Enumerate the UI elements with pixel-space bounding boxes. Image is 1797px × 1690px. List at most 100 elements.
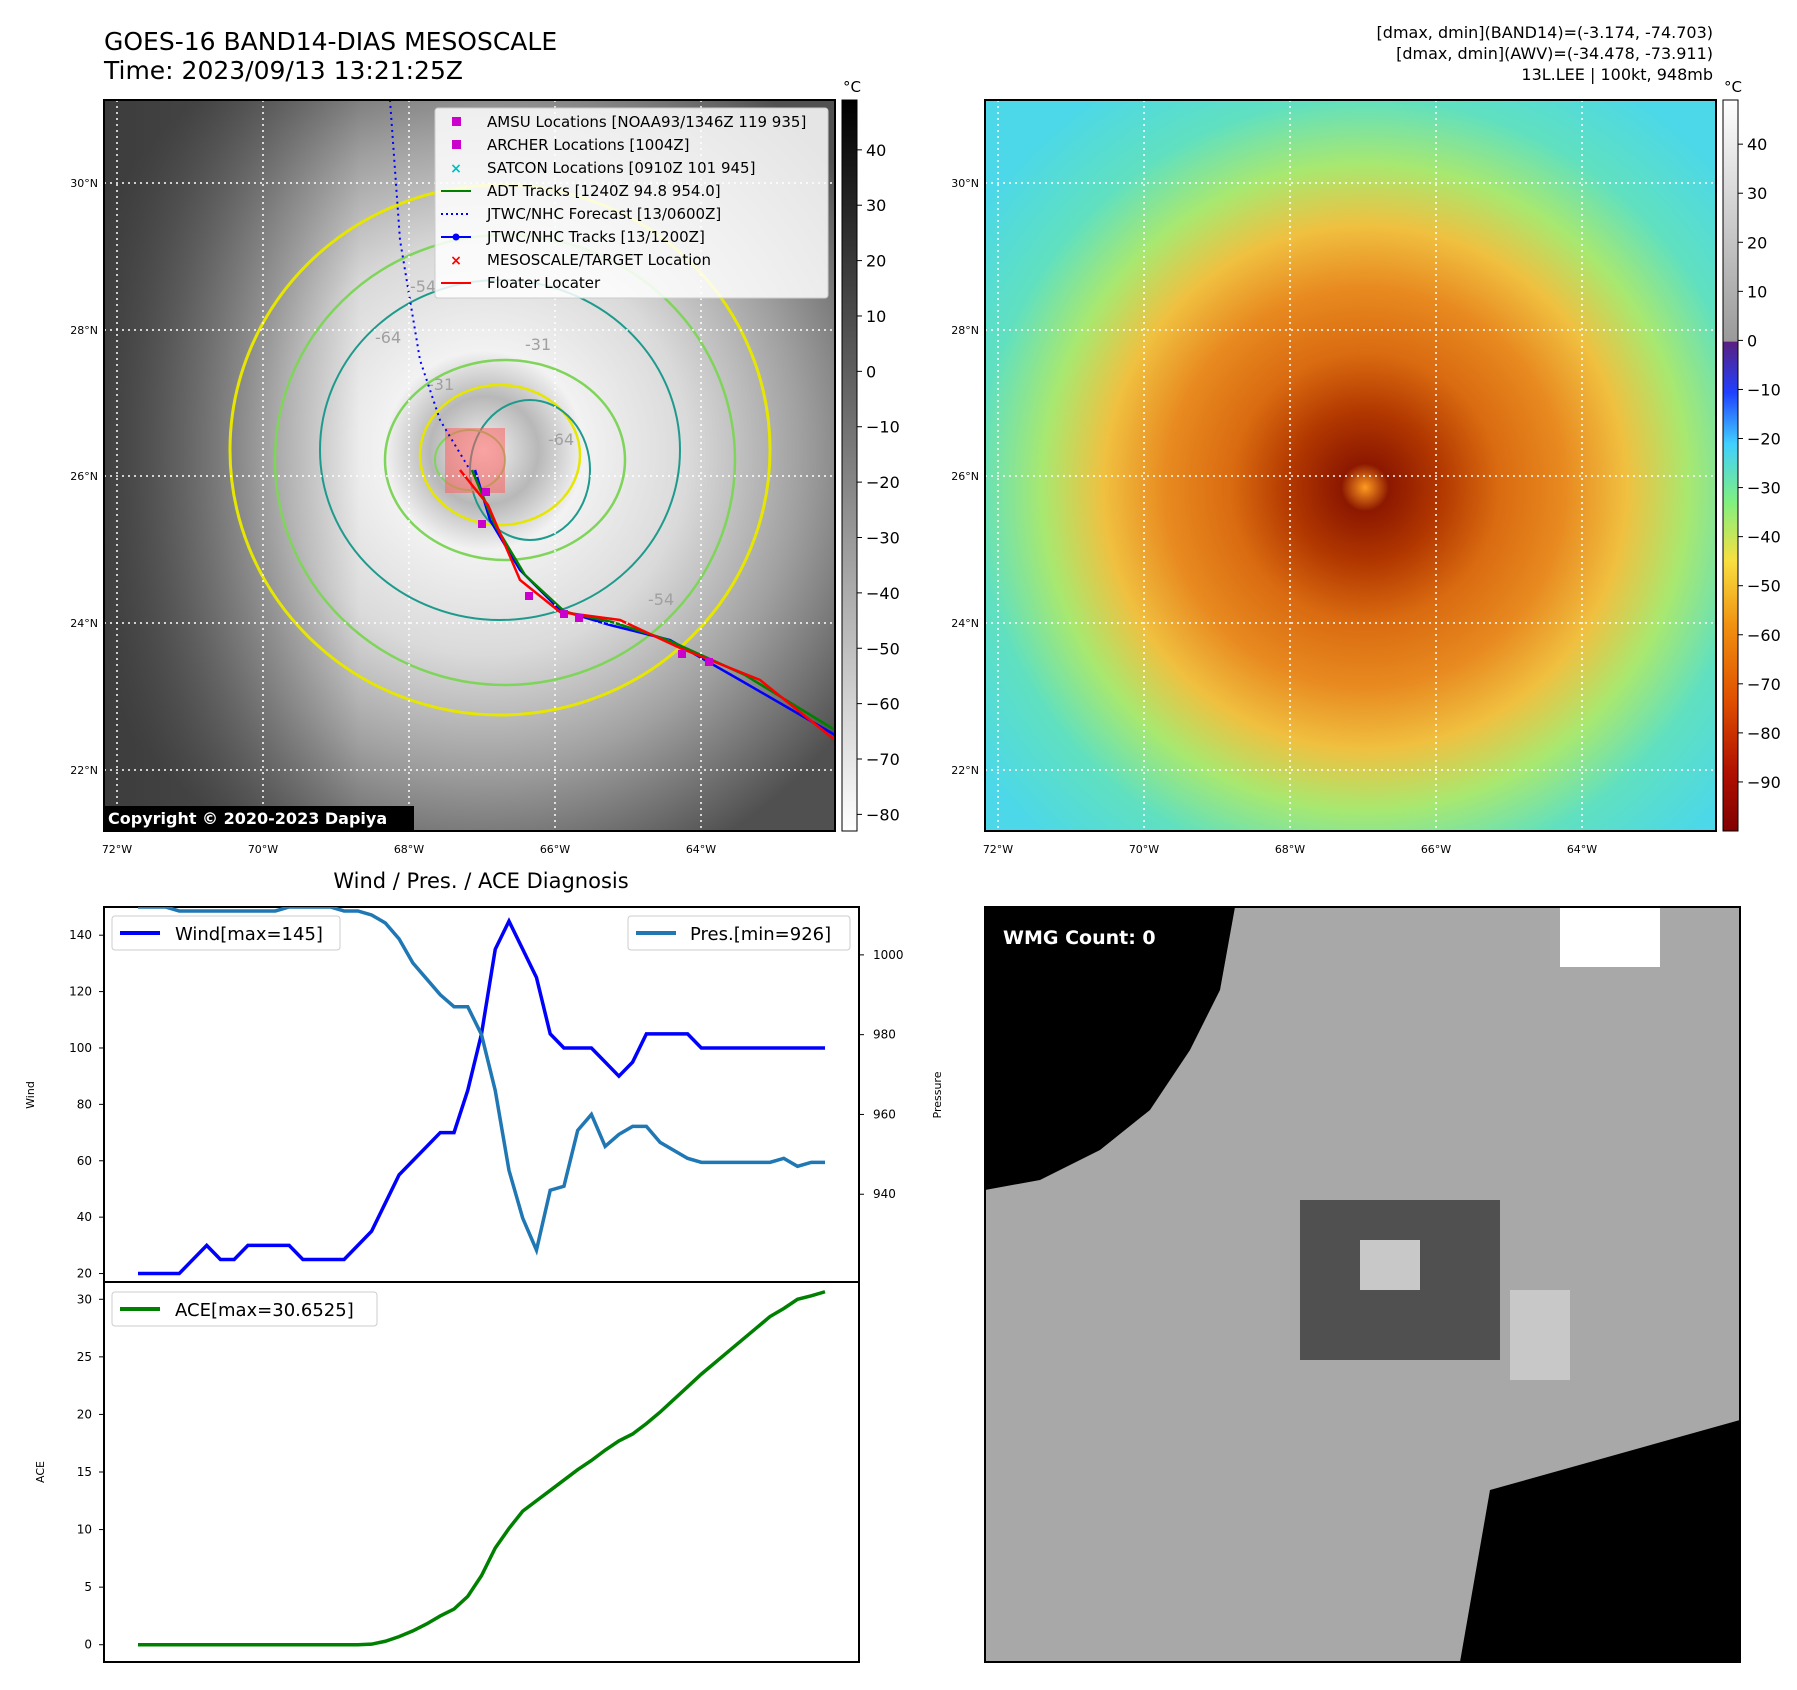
gray-colorbar-ticks: 40 30 20 10 0 −10 −20 −30 −40 −50 −60 −70 −80 <box>857 141 900 824</box>
map-legend-box <box>434 107 829 299</box>
contour-label: -54 <box>648 590 674 609</box>
colorbar-tick-label: −20 <box>866 473 900 492</box>
colorbar-tick-label: −90 <box>1747 773 1781 792</box>
wind-tick-label: 100 <box>69 1041 92 1055</box>
ir-map-frame <box>103 99 836 832</box>
copyright-text: Copyright © 2020-2023 Dapiya <box>108 809 387 828</box>
colorbar-tick-label: 20 <box>866 252 886 271</box>
colorbar-tick-label: −30 <box>866 528 900 547</box>
gray-colorbar-unit: °C <box>843 78 861 96</box>
pressure-axis: 940 960 980 1000 <box>859 948 904 1201</box>
color-colorbar-ticks: 40 30 20 10 0 −10 −20 −30 −40 −50 −60 −70 −80 −90 <box>1738 135 1781 792</box>
contour-label: -31 <box>525 335 551 354</box>
colorbar-tick-label: −10 <box>1747 380 1781 399</box>
ace-tick-label: 30 <box>77 1292 92 1306</box>
colorbar-tick-label: 0 <box>1747 331 1757 350</box>
pressure-ylabel: Pressure <box>931 1071 944 1118</box>
colorbar-tick-label: 0 <box>866 362 876 381</box>
ace-legend: ACE[max=30.6525] <box>111 1291 378 1327</box>
lon-label: 66°W <box>1421 843 1451 856</box>
colorbar-tick-label: −80 <box>1747 724 1781 743</box>
color-map-gridlines <box>985 100 1716 831</box>
pressure-legend-label: Pres.[min=926] <box>690 924 831 945</box>
pressure-tick-label: 1000 <box>873 948 904 962</box>
wmg-frame <box>984 906 1741 1663</box>
wmg-count-box <box>995 920 1173 954</box>
wind-series-group <box>138 907 825 1276</box>
ace-tick-label: 25 <box>77 1350 92 1364</box>
wmg-white-region <box>1560 907 1660 967</box>
legend-marker-square <box>452 140 461 149</box>
legend-label: JTWC/NHC Forecast [13/0600Z] <box>486 205 721 223</box>
lat-label: 28°N <box>70 324 98 337</box>
ace-series-line <box>138 1290 826 1647</box>
legend-entry: × SATCON Locations [0910Z 101 945] <box>450 159 755 177</box>
ace-tick-label: 15 <box>77 1465 92 1479</box>
legend-label: AMSU Locations [NOAA93/1346Z 119 935] <box>487 113 806 131</box>
legend-marker-x: × <box>450 253 462 269</box>
pressure-tick-label: 960 <box>873 1107 896 1121</box>
lon-label: 68°W <box>1275 843 1305 856</box>
pressure-tick-label: 940 <box>873 1187 896 1201</box>
wind-axis: 20 40 60 80 100 120 140 <box>69 928 104 1281</box>
colorbar-tick-label: −30 <box>1747 479 1781 498</box>
temperature-contours <box>228 183 772 717</box>
awv-stats: [dmax, dmin](AWV)=(-34.478, -73.911) <box>1396 44 1713 63</box>
lon-label: 70°W <box>248 843 278 856</box>
color-ir-map-panel: 30°N 28°N 26°N 24°N 22°N 72°W 70°W 68°W … <box>951 78 1781 856</box>
colorbar-tick-label: −70 <box>866 750 900 769</box>
legend-marker-x: × <box>450 161 462 177</box>
lat-label: 22°N <box>70 764 98 777</box>
lat-label: 30°N <box>951 177 979 190</box>
colorbar-tick-label: −50 <box>1747 577 1781 596</box>
wmg-black-region <box>985 907 1235 1190</box>
ace-series-group <box>138 1290 826 1647</box>
color-lon-labels: 72°W 70°W 68°W 66°W 64°W <box>983 843 1597 856</box>
wind-plot-frame <box>103 906 860 1283</box>
ace-tick-label: 10 <box>77 1523 92 1537</box>
amsu-markers <box>478 488 713 666</box>
ace-tick-label: 5 <box>84 1580 92 1594</box>
colorbar-tick-label: −50 <box>866 639 900 658</box>
floater-box <box>445 428 505 493</box>
lat-label: 26°N <box>70 470 98 483</box>
lat-label: 30°N <box>70 177 98 190</box>
ace-tick-label: 20 <box>77 1407 92 1421</box>
figure-title: GOES-16 BAND14-DIAS MESOSCALE <box>104 27 557 56</box>
wind-tick-label: 120 <box>69 985 92 999</box>
colorbar-tick-label: −60 <box>866 695 900 714</box>
colorbar-tick-label: −70 <box>1747 675 1781 694</box>
floater-track <box>459 469 835 741</box>
wmg-panel: WMG Count: 0 <box>984 906 1741 1663</box>
colorbar-tick-label: 40 <box>866 141 886 160</box>
legend-label: ADT Tracks [1240Z 94.8 954.0] <box>487 182 721 200</box>
ir-map-panel: -54 -64 -31 -31 -64 -54 <box>70 78 900 856</box>
wmg-light-region <box>1510 1290 1570 1380</box>
color-lat-labels: 30°N 28°N 26°N 24°N 22°N <box>951 177 979 777</box>
legend-entry: × MESOSCALE/TARGET Location <box>450 251 711 269</box>
lon-label: 72°W <box>983 843 1013 856</box>
contour-label: -64 <box>548 430 574 449</box>
colorbar-tick-label: −80 <box>866 805 900 824</box>
wmg-black-region <box>1460 1420 1740 1662</box>
lon-label: 66°W <box>540 843 570 856</box>
pressure-series-line <box>138 907 825 1256</box>
lon-label: 72°W <box>102 843 132 856</box>
figure-time: Time: 2023/09/13 13:21:25Z <box>103 56 463 85</box>
wind-tick-label: 60 <box>77 1154 92 1168</box>
wind-legend-label: Wind[max=145] <box>175 924 323 945</box>
lat-label: 26°N <box>951 470 979 483</box>
legend-entry: ADT Tracks [1240Z 94.8 954.0] <box>441 182 721 200</box>
chart-title: Wind / Pres. / ACE Diagnosis <box>333 869 628 893</box>
ace-tick-label: 0 <box>84 1638 92 1652</box>
wind-tick-label: 40 <box>77 1210 92 1224</box>
legend-entry: AMSU Locations [NOAA93/1346Z 119 935] <box>452 113 806 131</box>
colorbar-tick-label: 10 <box>1747 282 1767 301</box>
gray-colorbar <box>841 99 858 832</box>
colorbar-tick-label: −40 <box>1747 528 1781 547</box>
colorbar-tick-label: −60 <box>1747 626 1781 645</box>
wind-legend-box <box>111 915 341 951</box>
legend-marker-square <box>452 117 461 126</box>
legend-entry: ARCHER Locations [1004Z] <box>452 136 690 154</box>
